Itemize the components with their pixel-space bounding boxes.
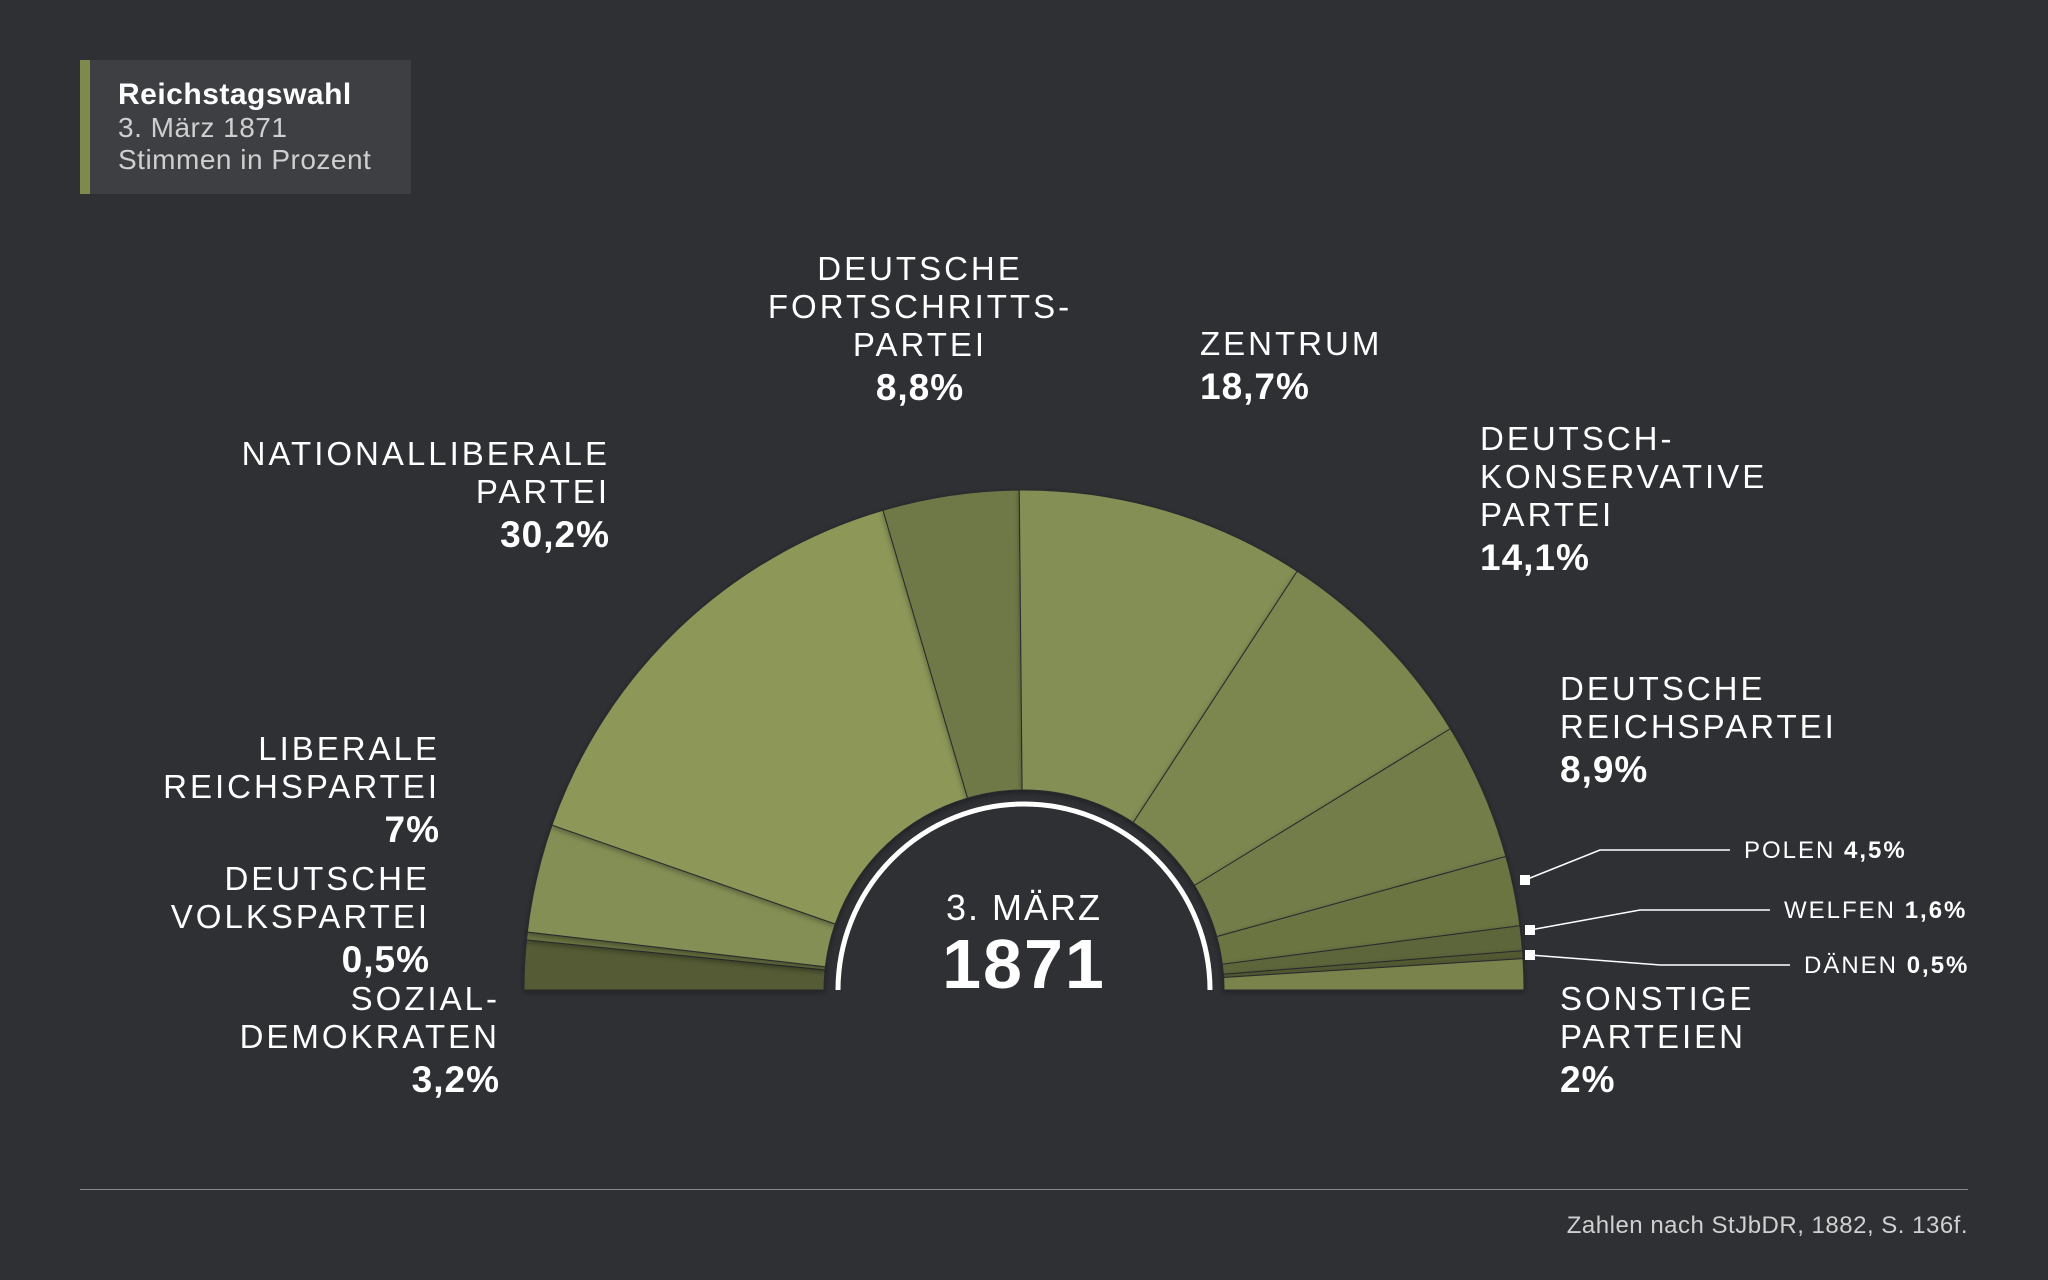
slice-label-6: PARTEI [1480, 496, 1614, 533]
slice-pct-3: 30,2% [500, 514, 610, 555]
slice-pct-2: 7% [385, 809, 440, 850]
slice-label-4: DEUTSCHE [817, 250, 1023, 287]
slice-label-3: PARTEI [476, 473, 610, 510]
slice-pct-5: 18,7% [1200, 366, 1310, 407]
slice-pct-1: 0,5% [342, 939, 430, 980]
slice-label-1: DEUTSCHE [224, 860, 430, 897]
center-year: 1871 [942, 925, 1106, 1003]
slice-pct-6: 14,1% [1480, 537, 1590, 578]
slice-label-4: FORTSCHRITTS- [768, 288, 1072, 325]
footer-divider [80, 1189, 1968, 1190]
callout-leader-1 [1530, 910, 1770, 930]
callout-label-2: DÄNEN 0,5% [1804, 952, 1969, 979]
slice-label-5: ZENTRUM [1200, 325, 1382, 362]
slice-label-0: DEMOKRATEN [240, 1018, 500, 1055]
half-donut-chart: 3. MÄRZ1871 SOZIAL-DEMOKRATEN 3,2% DEUTSCHE… [0, 0, 2048, 1280]
slice-label-1: VOLKSPARTEI [171, 898, 430, 935]
callout-leader-2 [1530, 955, 1790, 965]
slice-label-2: REICHSPARTEI [163, 768, 440, 805]
slice-label-4: PARTEI [853, 326, 987, 363]
slice-label-11: SONSTIGE [1560, 980, 1755, 1017]
slice-label-7: DEUTSCHE [1560, 670, 1766, 707]
slice-label-6: KONSERVATIVE [1480, 458, 1767, 495]
slice-label-2: LIBERALE [258, 730, 440, 767]
slice-label-7: REICHSPARTEI [1560, 708, 1837, 745]
footer-source: Zahlen nach StJbDR, 1882, S. 136f. [1567, 1212, 1968, 1240]
center-date: 3. MÄRZ [946, 887, 1102, 928]
slice-label-11: PARTEIEN [1560, 1018, 1746, 1055]
slice-pct-4: 8,8% [876, 367, 964, 408]
callout-leader-0 [1525, 850, 1730, 880]
slice-label-6: DEUTSCH- [1480, 420, 1675, 457]
callout-label-1: WELFEN 1,6% [1784, 897, 1967, 924]
slice-pct-7: 8,9% [1560, 749, 1648, 790]
slice-label-3: NATIONALLIBERALE [242, 435, 610, 472]
callout-label-0: POLEN 4,5% [1744, 837, 1907, 864]
slice-label-0: SOZIAL- [351, 980, 500, 1017]
slice-pct-0: 3,2% [412, 1059, 500, 1100]
slice-pct-11: 2% [1560, 1059, 1615, 1100]
